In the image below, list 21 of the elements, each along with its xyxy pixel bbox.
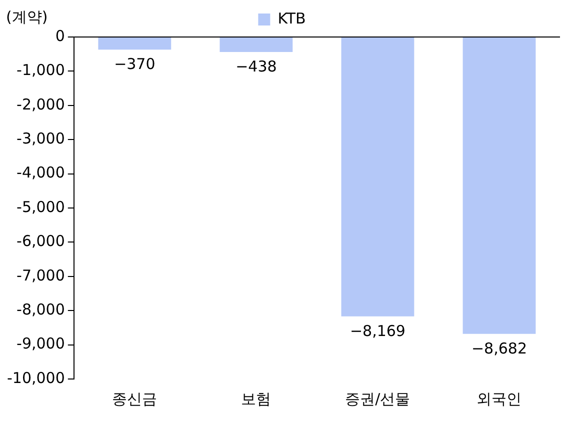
- y-tick-label: -7,000: [16, 266, 65, 284]
- y-tick-label: -2,000: [16, 95, 65, 114]
- x-tick-label: 종신금: [112, 390, 158, 408]
- y-tick-label: -5,000: [16, 198, 65, 216]
- data-label: −370: [114, 55, 156, 74]
- y-tick-label: -6,000: [16, 232, 65, 250]
- x-tick-label: 보험: [241, 390, 272, 408]
- y-tick-label: -1,000: [16, 61, 65, 80]
- y-axis-title: (계약): [6, 8, 48, 27]
- y-tick-label: -3,000: [16, 129, 65, 148]
- y-tick-label: -8,000: [16, 300, 65, 318]
- y-tick-label: -10,000: [6, 368, 65, 387]
- x-tick-label: 증권/선물: [345, 390, 410, 408]
- y-tick-label: -9,000: [16, 334, 65, 353]
- legend-label: KTB: [278, 9, 306, 28]
- data-label: −438: [236, 57, 277, 76]
- y-tick-label: 0: [55, 26, 65, 45]
- data-label: −8,682: [471, 339, 527, 358]
- x-tick-label: 외국인: [476, 390, 522, 408]
- data-label: −8,169: [350, 322, 406, 340]
- y-tick-label: -4,000: [16, 164, 65, 182]
